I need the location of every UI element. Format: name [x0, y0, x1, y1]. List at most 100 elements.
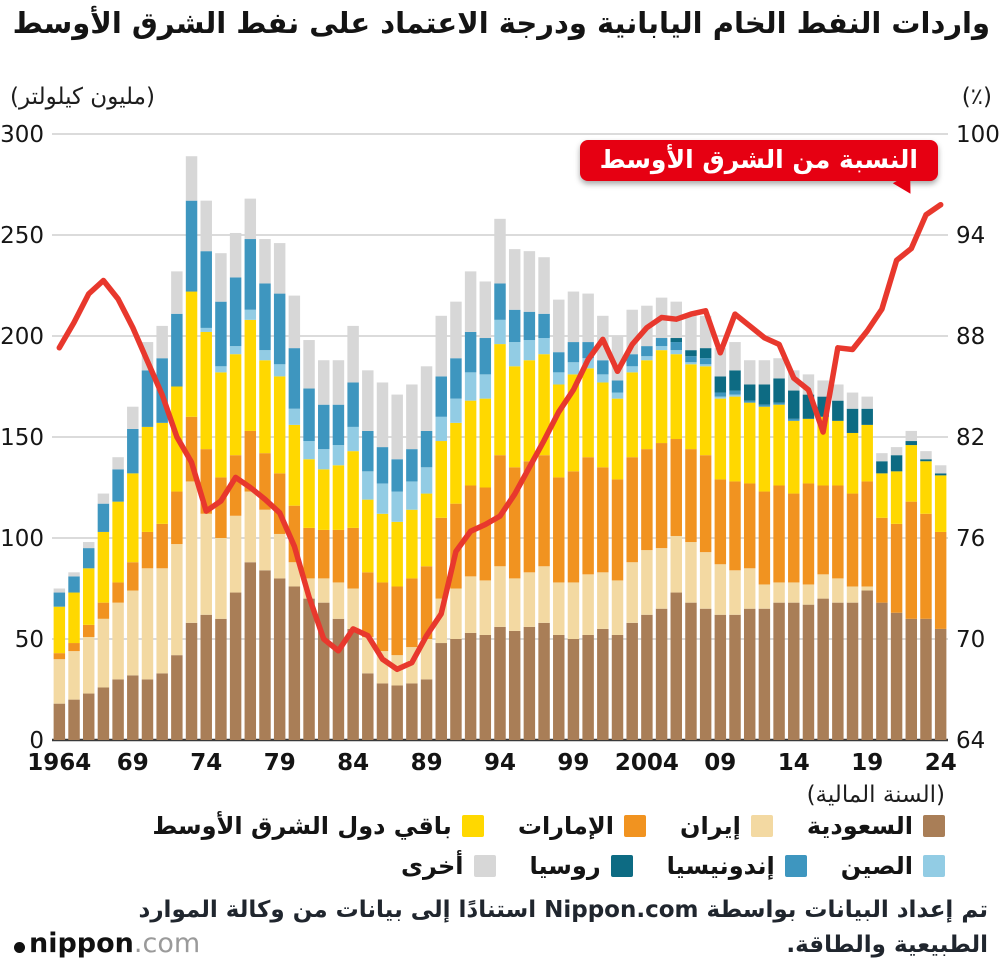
bar-segment [685, 350, 697, 357]
bar-segment [156, 568, 168, 674]
middle-east-percentage-line [56, 201, 944, 673]
bar-segment [758, 384, 771, 405]
bar-segment [890, 612, 903, 740]
bar-segment [97, 687, 110, 740]
bar-segment [538, 313, 550, 339]
bar-segment [934, 531, 947, 629]
bar-segment [68, 699, 80, 740]
bar-segment [626, 366, 638, 373]
right-tick-label: 88 [956, 324, 985, 350]
bar-segment [846, 392, 859, 409]
bar-segment [435, 643, 447, 740]
bar-segment [758, 491, 771, 585]
bar-segment [171, 655, 183, 740]
bar-segment [273, 533, 286, 579]
bar-segment [332, 360, 345, 405]
bar-segment [758, 360, 771, 385]
bar-segment [273, 376, 286, 474]
bar-segment [788, 390, 800, 419]
legend-item: الصين [841, 852, 945, 880]
right-tick-label: 100 [956, 122, 1000, 148]
bar-segment [244, 430, 257, 492]
bar-segment [376, 582, 389, 652]
bar-segment [611, 398, 624, 480]
bar-segment [215, 538, 227, 619]
bar-segment [185, 291, 198, 417]
bar-segment [97, 503, 110, 532]
bar-segment [876, 517, 888, 603]
legend-label: باقي دول الشرق الأوسط [152, 812, 452, 840]
bar-segment [905, 501, 918, 619]
bar-segment [185, 156, 198, 201]
bar-segment [626, 562, 638, 623]
bar-segment [699, 348, 712, 359]
bar-segment [729, 570, 741, 615]
bar-segment [494, 626, 506, 740]
bar-segment [318, 602, 330, 740]
x-tick-label: 19 [851, 750, 883, 776]
legend-row-1: السعودية إيران الإمارات باقي دول الشرق الأو… [152, 812, 945, 840]
bar-segment [670, 338, 682, 343]
bar-segment [861, 481, 873, 587]
bar-segment [714, 564, 727, 615]
bar-segment [538, 622, 550, 740]
bar-segment [699, 315, 712, 349]
bar-segment [641, 449, 653, 551]
bar-segment [435, 441, 447, 518]
bar-segment [450, 422, 462, 504]
bar-segment [861, 424, 873, 482]
bar-segment [611, 634, 624, 740]
legend-label: الصين [840, 852, 913, 880]
bar-segment [127, 428, 139, 474]
right-axis-tick-labels: 64 70 76 82 88 94 100 [956, 122, 1000, 754]
bar-segment [450, 398, 462, 423]
bar-segment [406, 384, 418, 450]
x-tick-label: 94 [484, 750, 516, 776]
legend-swatch-icon [461, 815, 484, 837]
left-tick-label: 50 [15, 627, 44, 653]
left-tick-label: 200 [0, 324, 44, 350]
bar-segment [347, 382, 359, 427]
bar-segment [523, 572, 536, 627]
bar-segment [82, 568, 95, 625]
x-tick-label: 69 [117, 750, 149, 776]
bar-segment [832, 420, 844, 486]
bar-segment [743, 568, 756, 609]
bar-segment [435, 315, 447, 377]
bar-segment [802, 418, 815, 484]
x-tick-label: 09 [704, 750, 736, 776]
bar-segment [553, 372, 565, 385]
bar-segment [141, 426, 154, 532]
bar-segment [699, 364, 712, 367]
bar-segment [420, 430, 433, 468]
bar-segment [905, 618, 918, 740]
bar-segment [464, 331, 477, 373]
bar-segment [141, 679, 154, 740]
bar-segment [597, 382, 609, 468]
bar-segment [185, 481, 198, 623]
bar-segment [112, 469, 124, 502]
bar-segment [112, 679, 124, 740]
bar-segment [670, 592, 682, 740]
bar-segment [171, 313, 183, 387]
bar-segment [626, 372, 638, 458]
bar-segment [68, 643, 80, 652]
bar-segment [641, 550, 653, 615]
x-tick-label: 89 [411, 750, 443, 776]
bar-segment [362, 430, 374, 472]
bar-segment [553, 384, 565, 478]
left-tick-label: 0 [29, 728, 44, 754]
bar-segment [714, 376, 727, 393]
bar-segment [508, 467, 521, 579]
bar-segment [626, 622, 638, 740]
bar-segment [259, 360, 271, 454]
bar-segment [553, 477, 565, 583]
bar-segment [890, 523, 903, 613]
legend-swatch-icon [623, 815, 646, 837]
legend-label: إيران [679, 812, 741, 840]
bar-segment [685, 313, 697, 351]
bar-segment [200, 200, 212, 252]
bar-segment [288, 424, 301, 506]
bar-segment [259, 350, 271, 361]
